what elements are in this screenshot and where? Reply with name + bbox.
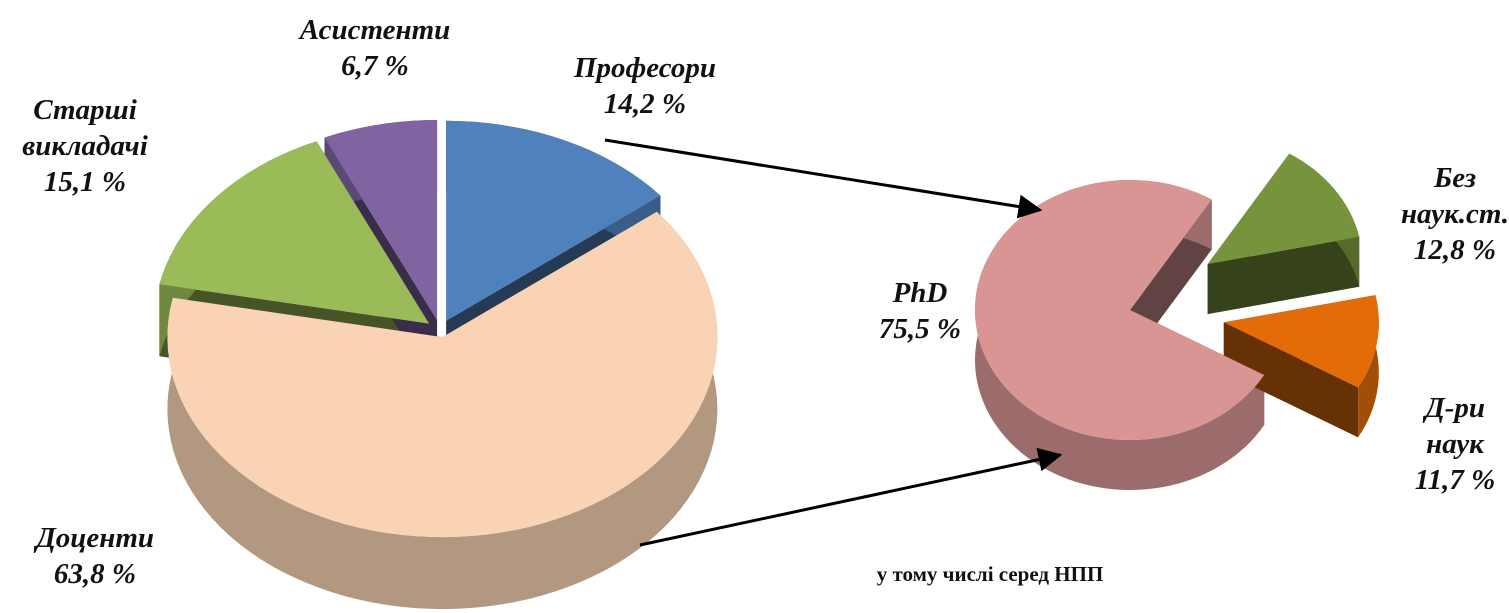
slice-side: [1223, 322, 1359, 438]
slice-value: 75,5 %: [878, 313, 962, 345]
slice-value: 11,7 %: [1414, 464, 1496, 496]
arrow: [604, 138, 1043, 219]
slice-name: Доценти: [35, 522, 155, 554]
slice-name: Д-ри наук: [1424, 392, 1486, 460]
slice: [159, 141, 430, 324]
slice-side: [1207, 236, 1360, 315]
slice-label: Д-ри наук 11,7 %: [1400, 390, 1509, 498]
slice-value: 15,1 %: [43, 166, 127, 198]
slice-label: Старші викладачі 15,1 %: [10, 92, 160, 200]
slice-name: Без наук.ст.: [1400, 162, 1509, 230]
slice: [1223, 295, 1379, 388]
slice-name: Асистенти: [299, 14, 451, 46]
slice: [167, 211, 718, 538]
slice: [1207, 153, 1360, 265]
slice: [324, 120, 438, 320]
slice-label: Доценти 63,8 %: [20, 520, 170, 592]
slice-label: Асистенти 6,7 %: [280, 12, 470, 84]
pies: [159, 120, 1379, 610]
slice-side: [1358, 295, 1379, 438]
slice: [975, 180, 1265, 440]
slice-value: 14,2 %: [603, 88, 687, 120]
slice: [446, 120, 661, 321]
slice-label: Без наук.ст. 12,8 %: [1390, 160, 1509, 268]
slice-label: Професори 14,2 %: [560, 50, 730, 122]
slice-name: PhD: [892, 277, 948, 309]
arrow: [639, 447, 1063, 547]
slice-name: Професори: [573, 52, 717, 84]
caption: у тому числі серед НПП: [876, 562, 1104, 586]
slice-value: 63,8 %: [53, 558, 137, 590]
slice-value: 12,8 %: [1413, 234, 1497, 266]
slice-value: 6,7 %: [341, 50, 409, 82]
slice-name: Старші викладачі: [22, 94, 148, 162]
slice-label: PhD 75,5 %: [860, 275, 980, 347]
